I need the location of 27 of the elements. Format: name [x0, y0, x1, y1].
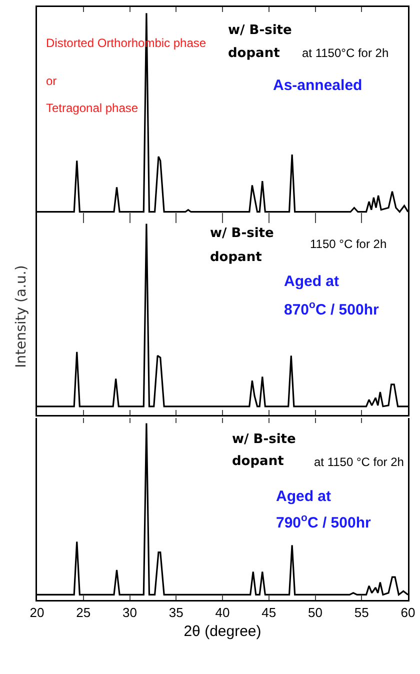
annotation: at 1150°C for 2h	[302, 46, 389, 60]
x-tick-label: 50	[308, 605, 322, 620]
annotation: Aged at	[276, 488, 332, 505]
y-axis-title: Intensity (a.u.)	[13, 265, 30, 368]
x-tick-label: 35	[168, 605, 184, 620]
x-tick-label: 45	[262, 605, 276, 620]
annotation: dopant	[210, 250, 262, 265]
annotation: w/ B-site	[228, 23, 292, 38]
annotation: at 1150 °C for 2h	[314, 455, 404, 469]
annotation: As-annealed	[273, 77, 362, 94]
x-tick-label: 20	[30, 605, 44, 620]
annotation: w/ B-site	[232, 432, 296, 447]
annotation: or	[46, 74, 57, 88]
x-tick-label: 40	[215, 605, 230, 620]
x-tick-label: 30	[122, 605, 137, 620]
annotation: w/ B-site	[210, 226, 274, 241]
annotation: Tetragonal phase	[46, 101, 138, 115]
x-axis-title: 2θ (degree)	[184, 622, 262, 640]
x-tick-label: 55	[354, 605, 369, 620]
annotation: 1150 °C for 2h	[310, 237, 387, 251]
annotation: 870$^{o}$C / 500hr	[284, 299, 379, 318]
x-tick-label: 25	[76, 605, 91, 620]
x-tick-label: 60	[400, 605, 416, 620]
annotation: dopant	[232, 454, 284, 469]
annotation: dopant	[228, 46, 280, 61]
annotation: Aged at	[284, 273, 340, 290]
annotation: 790$^{o}$C / 500hr	[276, 512, 371, 532]
